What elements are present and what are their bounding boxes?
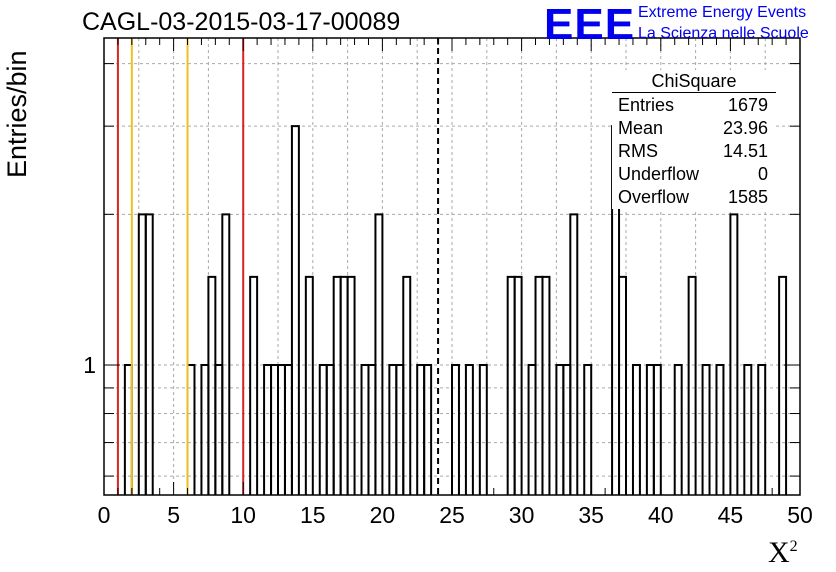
- histogram-bin: [290, 125, 300, 495]
- histogram-bin: [283, 364, 293, 495]
- x-tick-label: 30: [509, 502, 535, 528]
- histogram-bin: [263, 364, 273, 495]
- stats-label: Mean: [618, 118, 664, 138]
- histogram-bin: [478, 364, 488, 495]
- x-tick-label: 5: [167, 502, 180, 528]
- x-tick-label: 20: [370, 502, 396, 528]
- histogram-bin: [562, 364, 572, 495]
- histogram-bin: [207, 275, 217, 495]
- histogram-bin: [249, 275, 259, 495]
- stats-value: 0: [757, 164, 768, 184]
- histogram-bin: [325, 364, 335, 495]
- x-axis-label-superscript: 2: [789, 538, 798, 555]
- histogram-bin: [513, 275, 523, 495]
- histogram-bin: [555, 364, 565, 495]
- x-tick-label: 15: [300, 502, 326, 528]
- histogram-bin: [778, 275, 788, 495]
- x-tick-label: 45: [718, 502, 744, 528]
- stats-label: RMS: [618, 141, 658, 161]
- stats-row-mean: Mean 23.96: [612, 117, 776, 140]
- stats-value: 14.51: [722, 141, 768, 161]
- histogram-bin: [277, 364, 286, 495]
- histogram-bin: [318, 364, 328, 495]
- histogram-bin: [729, 213, 739, 495]
- eee-logo: EEE: [544, 0, 636, 49]
- histogram-bin: [534, 275, 544, 495]
- histogram-bin: [687, 275, 697, 495]
- histogram-bin: [360, 364, 370, 495]
- histogram-bin: [743, 364, 753, 495]
- x-axis-label-base: X: [768, 536, 790, 569]
- x-tick-label: 40: [648, 502, 674, 528]
- y-tick-label: 1: [83, 352, 96, 378]
- histogram-bin: [332, 275, 342, 495]
- stats-box: ChiSquare Entries 1679 Mean 23.96 RMS 14.51…: [612, 70, 776, 209]
- histogram-bin: [652, 364, 662, 495]
- logo-line-2: La Scienza nelle Scuole: [638, 25, 809, 42]
- histogram-bin: [200, 364, 210, 495]
- stats-row-overflow: Overflow 1585: [612, 186, 776, 209]
- histogram-bin: [583, 364, 593, 495]
- stats-value: 1679: [727, 95, 768, 115]
- histogram-bin: [423, 364, 433, 495]
- histogram-bin: [527, 364, 537, 495]
- histogram-bin: [395, 364, 405, 495]
- histogram-bin: [304, 275, 314, 495]
- histogram-bin: [506, 275, 516, 495]
- histogram-bin: [137, 213, 147, 495]
- histogram-bin: [757, 364, 767, 495]
- stats-value: 23.96: [722, 118, 768, 138]
- stats-label: Underflow: [618, 164, 700, 184]
- stats-title: ChiSquare: [612, 70, 776, 93]
- histogram-bin: [673, 364, 683, 495]
- stats-row-underflow: Underflow 0: [612, 163, 776, 186]
- histogram-bin: [374, 213, 384, 495]
- stats-row-entries: Entries 1679: [612, 94, 776, 117]
- logo-line-1: Extreme Energy Events: [638, 4, 807, 21]
- histogram-bin: [645, 364, 655, 495]
- histogram-bin: [123, 364, 133, 495]
- histogram-bin: [464, 364, 474, 495]
- x-axis-label: X2: [768, 536, 798, 570]
- histogram-bin: [569, 213, 579, 495]
- x-tick-label: 0: [98, 502, 111, 528]
- histogram-bin: [221, 213, 231, 495]
- x-tick-label: 50: [787, 502, 813, 528]
- y-axis-label: Entries/bin: [2, 50, 32, 178]
- stats-label: Entries: [618, 95, 675, 115]
- stats-row-rms: RMS 14.51: [612, 140, 776, 163]
- stats-value: 1585: [727, 187, 768, 207]
- histogram-bin: [186, 364, 196, 495]
- histogram-bin: [367, 364, 377, 495]
- x-tick-label: 10: [230, 502, 256, 528]
- run-title: CAGL-03-2015-03-17-00089: [82, 8, 401, 36]
- x-tick-label: 25: [439, 502, 465, 528]
- histogram-bin: [451, 364, 460, 495]
- histogram-bin: [402, 275, 412, 495]
- histogram-bin: [144, 213, 154, 495]
- histogram-bin: [388, 364, 398, 495]
- histogram-bin: [214, 364, 224, 495]
- x-tick-label: 35: [578, 502, 604, 528]
- histogram-bin: [701, 364, 711, 495]
- histogram-bin: [715, 364, 725, 495]
- histogram-bin: [541, 275, 551, 495]
- histogram-bin: [618, 275, 627, 495]
- histogram-bin: [346, 275, 356, 495]
- histogram-bin: [416, 364, 426, 495]
- histogram-bin: [631, 364, 641, 495]
- stats-label: Overflow: [618, 187, 690, 207]
- histogram-bin: [270, 364, 279, 495]
- histogram-bin: [339, 275, 349, 495]
